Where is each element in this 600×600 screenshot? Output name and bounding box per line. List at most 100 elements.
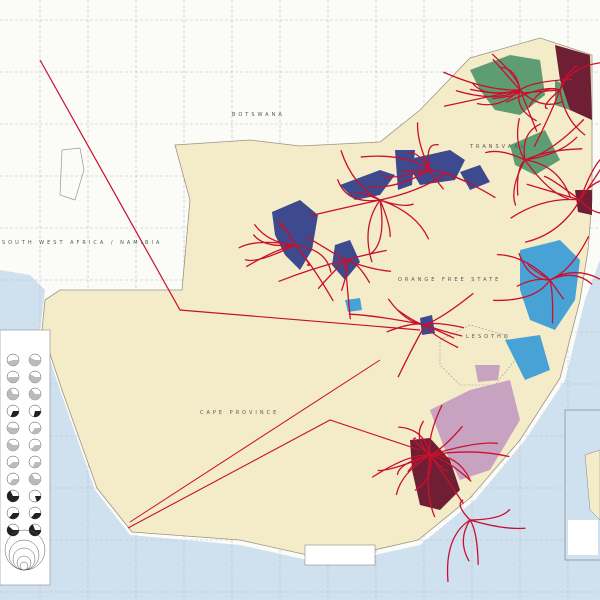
legend-pie-slice xyxy=(6,441,19,452)
flow-line xyxy=(476,89,521,106)
flow-line xyxy=(278,259,346,282)
flow-line xyxy=(543,175,581,201)
flow-line xyxy=(306,236,346,261)
legend-pie-slice xyxy=(9,513,19,519)
legend-pie-slice xyxy=(29,389,41,401)
flow-line xyxy=(424,324,459,349)
flow-line xyxy=(370,199,383,254)
label-cape-province: CAPE PROVINCE xyxy=(200,410,279,416)
flow-line xyxy=(462,519,471,562)
flow-line xyxy=(469,519,526,530)
flow-line xyxy=(344,259,392,272)
flow-line xyxy=(427,144,439,171)
flow-line xyxy=(518,252,551,281)
legend-pie-slice xyxy=(29,373,41,383)
homeland-purple xyxy=(475,365,500,382)
legend-panel xyxy=(0,329,51,586)
flow-line xyxy=(424,292,474,326)
homeland-maroon xyxy=(575,190,592,215)
flow-line xyxy=(459,499,471,521)
flow-line xyxy=(519,89,538,132)
scale-box xyxy=(304,544,376,566)
flow-line xyxy=(309,199,381,217)
legend-pie-slice xyxy=(7,360,19,367)
flow-line xyxy=(469,508,511,521)
homeland-green xyxy=(470,55,545,115)
flow-line xyxy=(377,454,431,472)
flow-line xyxy=(344,259,351,320)
flow-line xyxy=(510,198,581,219)
long-flow-line xyxy=(129,359,381,523)
flow-line xyxy=(379,199,414,206)
homeland-blue xyxy=(420,315,435,335)
ocean xyxy=(0,260,600,600)
flow-line xyxy=(429,451,510,458)
flow-line xyxy=(344,249,387,261)
legend-pie-slice xyxy=(6,526,19,536)
flow-line xyxy=(294,244,332,273)
flow-line xyxy=(381,169,431,178)
flow-line xyxy=(429,454,472,482)
flow-line xyxy=(524,159,569,200)
flow-line xyxy=(360,155,431,171)
flow-line xyxy=(416,122,431,171)
label-lesotho: LESOTHO xyxy=(466,334,511,340)
legend-pie-slice xyxy=(8,462,19,468)
homeland-lightblue xyxy=(520,240,580,330)
legend-pie-slice xyxy=(7,377,19,384)
flow-line xyxy=(397,324,426,378)
inset-map xyxy=(564,409,600,561)
legend-pie-slice xyxy=(29,524,41,536)
flow-line xyxy=(528,88,561,108)
homeland-maroon xyxy=(410,438,460,510)
legend-pie-slice xyxy=(6,426,20,435)
flow-line xyxy=(526,183,581,201)
flow-line xyxy=(549,279,564,300)
flow-line xyxy=(367,199,381,263)
homeland-maroon xyxy=(555,45,592,120)
legend-pie-slice xyxy=(7,490,19,502)
flow-line xyxy=(340,259,348,291)
flow-line xyxy=(501,66,521,91)
flow-line xyxy=(337,179,381,202)
flow-line xyxy=(408,152,431,171)
flow-line xyxy=(254,224,296,246)
flow-line xyxy=(492,279,551,302)
flow-line xyxy=(549,274,593,285)
flow-line xyxy=(513,159,526,206)
flow-line xyxy=(379,199,391,238)
flow-line xyxy=(387,298,426,326)
long-flow-line xyxy=(127,419,421,529)
flow-line xyxy=(469,519,479,566)
flow-line xyxy=(443,71,521,91)
flow-line xyxy=(492,58,521,91)
flow-line xyxy=(427,454,436,518)
flow-line xyxy=(401,169,431,172)
homeland-purple xyxy=(430,380,520,480)
flow-line xyxy=(559,89,586,136)
label-namibia: SOUTH WEST AFRICA / NAMIBIA xyxy=(2,240,162,246)
flow-line xyxy=(516,117,526,161)
homeland-blue xyxy=(340,170,395,200)
migration-flows xyxy=(238,53,600,583)
legend-pie-slice xyxy=(33,411,41,417)
flow-line xyxy=(429,169,496,199)
proportional-circles-icon xyxy=(4,529,46,571)
legend-pie-slice xyxy=(29,473,42,485)
homeland-lightblue xyxy=(505,335,550,380)
legend-pie-slice xyxy=(9,479,19,485)
flow-line xyxy=(340,150,381,201)
flow-line xyxy=(485,150,526,161)
flow-line xyxy=(429,442,499,456)
flow-line xyxy=(407,454,431,473)
flow-line xyxy=(317,259,346,290)
legend-pie-slice xyxy=(29,357,41,366)
legend-pie-slice xyxy=(7,388,19,400)
flow-line xyxy=(244,244,296,262)
long-flow-line xyxy=(39,59,421,331)
label-transvaal: TRANSVAAL xyxy=(469,144,527,150)
flow-line xyxy=(520,89,561,94)
homeland-blue xyxy=(405,150,465,185)
